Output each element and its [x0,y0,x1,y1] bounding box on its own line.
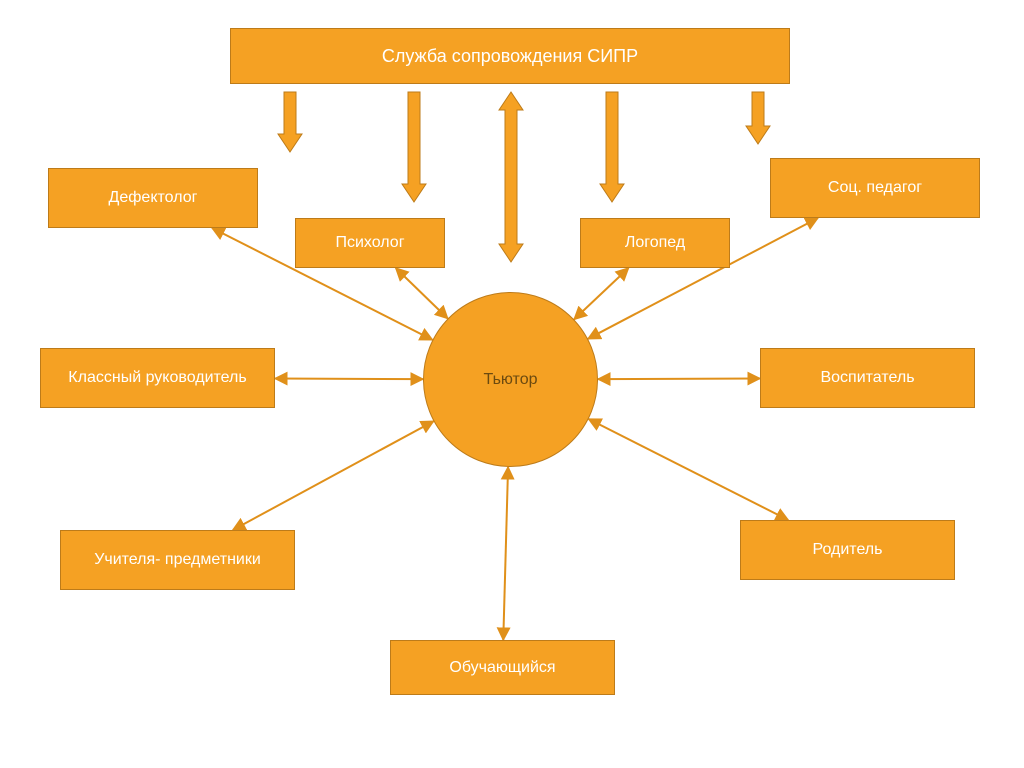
node-label: Служба сопровождения СИПР [382,46,638,67]
node-label: Учителя- предметники [94,551,261,569]
diagram-canvas: Служба сопровождения СИПР Дефектолог Психо… [0,0,1024,768]
node-uchit: Учителя- предметники [60,530,295,590]
node-roditel: Родитель [740,520,955,580]
thick-arrow [499,92,523,262]
edge-tutor-klass [275,378,423,379]
node-label: Обучающийся [449,659,555,677]
thick-arrow [600,92,624,202]
node-label: Логопед [625,234,685,252]
thick-arrow [278,92,302,152]
node-vospit: Воспитатель [760,348,975,408]
edge-tutor-uchit [233,421,434,530]
node-label: Воспитатель [820,369,914,387]
thick-arrow [402,92,426,202]
node-socped: Соц. педагог [770,158,980,218]
edge-tutor-logoped [574,268,628,319]
node-label: Соц. педагог [828,179,922,197]
node-label: Родитель [813,541,883,559]
node-label: Классный руководитель [68,369,246,387]
node-label: Дефектолог [109,189,198,207]
node-label: Тьютор [484,371,538,389]
thick-arrow [746,92,770,144]
node-defekt: Дефектолог [48,168,258,228]
edge-tutor-obuch [503,467,508,640]
node-label: Психолог [335,234,404,252]
node-psiholog: Психолог [295,218,445,268]
edge-tutor-vospit [598,378,760,379]
node-logoped: Логопед [580,218,730,268]
node-obuch: Обучающийся [390,640,615,695]
edge-tutor-psiholog [396,268,448,319]
node-header: Служба сопровождения СИПР [230,28,790,84]
node-tutor: Тьютор [423,292,598,467]
edge-tutor-roditel [589,419,789,520]
node-klass: Классный руководитель [40,348,275,408]
